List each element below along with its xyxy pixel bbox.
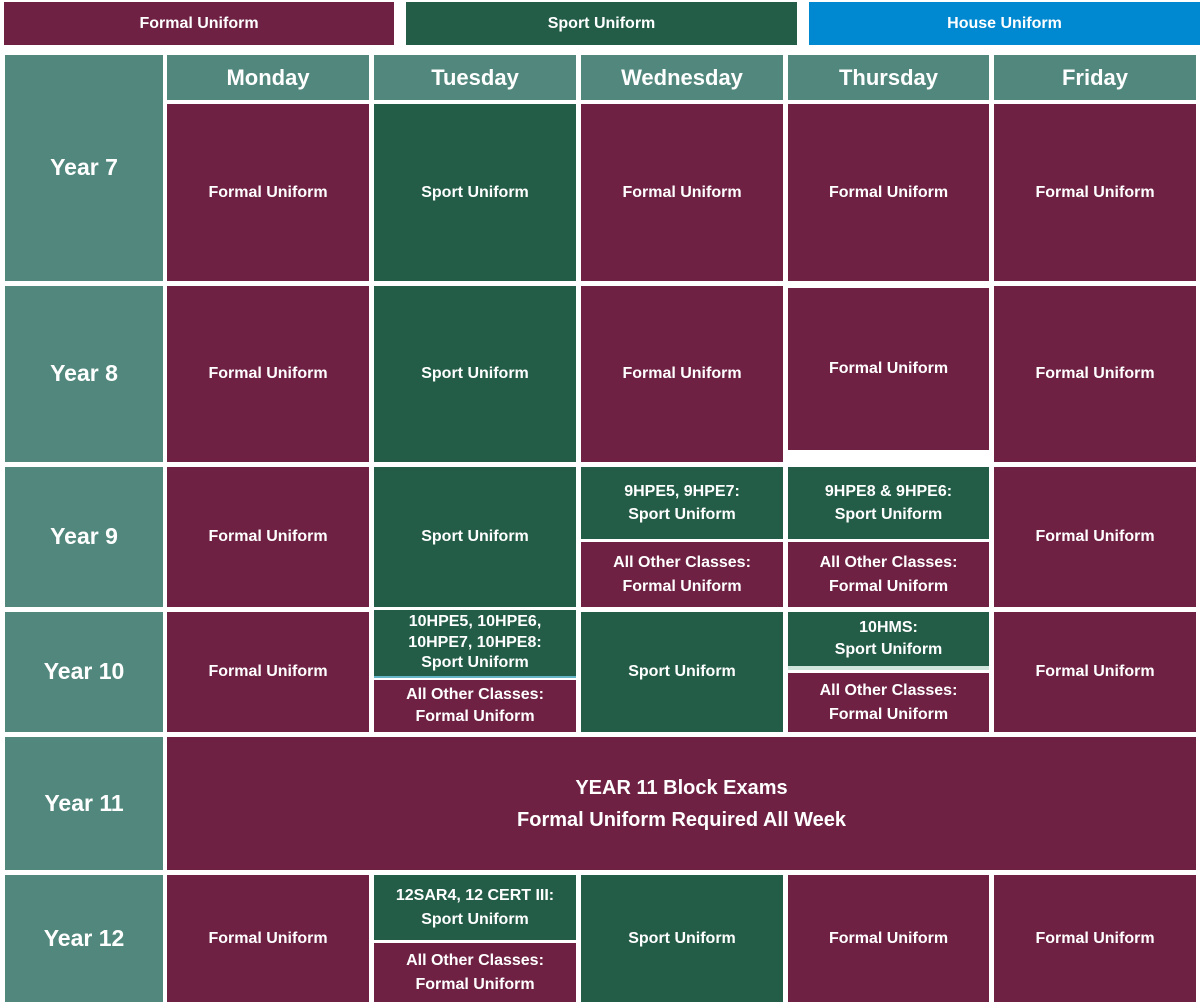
y9-thu-formal-line2: Formal Uniform (828, 577, 949, 595)
header-friday: Friday (994, 55, 1196, 100)
y10-tue-sport-line3: Sport Uniform (421, 654, 529, 672)
y12-tue-sport-line1: 12SAR4, 12 CERT III: (395, 887, 555, 905)
y12-monday-cell: Formal Uniform (167, 875, 369, 1002)
year-label-11: Year 11 (5, 737, 163, 870)
y9-wednesday-formal-cell: All Other Classes: Formal Uniform (581, 542, 783, 607)
y9-wed-formal-line1: All Other Classes: (613, 554, 751, 572)
y10-tue-sport-line1: 10HPE5, 10HPE6, (408, 612, 542, 630)
y10-thu-formal-line1: All Other Classes: (819, 682, 958, 700)
header-thursday: Thursday (788, 55, 989, 100)
y10-tuesday-sport-cell: 10HPE5, 10HPE6, 10HPE7, 10HPE8: Sport Un… (374, 610, 576, 678)
y10-thu-sport-line2: Sport Uniform (834, 641, 943, 658)
y10-tue-sport-line2: 10HPE7, 10HPE8: (408, 633, 542, 651)
y9-wed-sport-line2: Sport Uniform (628, 506, 736, 523)
y10-tue-formal-line2: Formal Uniform (415, 708, 535, 725)
y10-thursday-sport-cell: 10HMS: Sport Uniform (788, 612, 989, 670)
year-label-12: Year 12 (5, 875, 163, 1002)
year-label-9: Year 9 (5, 467, 163, 607)
y10-friday-cell: Formal Uniform (994, 612, 1196, 732)
y7-wednesday-cell: Formal Uniform (581, 104, 783, 281)
y10-thu-sport-line1: 10HMS: (859, 619, 918, 637)
y12-tue-formal-line2: Formal Uniform (415, 975, 535, 993)
header-tuesday: Tuesday (374, 55, 576, 100)
y9-tuesday-cell: Sport Uniform (374, 467, 576, 607)
y12-tuesday-formal-cell: All Other Classes: Formal Uniform (374, 943, 576, 1002)
y10-thu-formal-line2: Formal Uniform (828, 705, 949, 723)
y8-monday-cell: Formal Uniform (167, 286, 369, 462)
y12-thursday-cell: Formal Uniform (788, 875, 989, 1002)
y7-monday-cell: Formal Uniform (167, 104, 369, 281)
y9-thu-sport-line1: 9HPE8 & 9HPE6: (824, 482, 953, 500)
y9-wed-sport-line1: 9HPE5, 9HPE7: (624, 482, 740, 500)
y9-thursday-formal-cell: All Other Classes: Formal Uniform (788, 542, 989, 607)
legend-house-uniform: House Uniform (809, 2, 1200, 45)
y7-friday-cell: Formal Uniform (994, 104, 1196, 281)
legend-formal-uniform: Formal Uniform (4, 2, 394, 45)
y10-thursday-formal-cell: All Other Classes: Formal Uniform (788, 673, 989, 732)
y9-thu-formal-line1: All Other Classes: (819, 554, 958, 572)
y7-thursday-cell: Formal Uniform (788, 104, 989, 281)
y8-tuesday-cell: Sport Uniform (374, 286, 576, 462)
y9-wed-formal-line2: Formal Uniform (622, 577, 742, 595)
y9-monday-cell: Formal Uniform (167, 467, 369, 607)
header-wednesday: Wednesday (581, 55, 783, 100)
y11-block-exams-title: YEAR 11 Block Exams (575, 776, 788, 799)
year-label-8: Year 8 (5, 286, 163, 462)
y8-thursday-cell: Formal Uniform (788, 288, 989, 450)
y11-formal-required-note: Formal Uniform Required All Week (517, 808, 846, 831)
y10-tuesday-formal-cell: All Other Classes: Formal Uniform (374, 680, 576, 732)
y9-friday-cell: Formal Uniform (994, 467, 1196, 607)
year-label-10: Year 10 (5, 612, 163, 732)
y9-thu-sport-line2: Sport Uniform (834, 506, 943, 523)
y9-wednesday-sport-cell: 9HPE5, 9HPE7: Sport Uniform (581, 467, 783, 539)
y7-tuesday-cell: Sport Uniform (374, 104, 576, 281)
y12-friday-cell: Formal Uniform (994, 875, 1196, 1002)
y8-friday-cell: Formal Uniform (994, 286, 1196, 462)
legend-sport-uniform: Sport Uniform (406, 2, 797, 45)
y8-wednesday-cell: Formal Uniform (581, 286, 783, 462)
y10-tue-formal-line1: All Other Classes: (406, 685, 544, 703)
y12-tuesday-sport-cell: 12SAR4, 12 CERT III: Sport Uniform (374, 875, 576, 940)
year-label-7: Year 7 (5, 55, 163, 281)
y9-thursday-sport-cell: 9HPE8 & 9HPE6: Sport Uniform (788, 467, 989, 539)
y12-tue-formal-line1: All Other Classes: (406, 952, 544, 970)
y10-wednesday-cell: Sport Uniform (581, 612, 783, 732)
y11-block-exams-cell: YEAR 11 Block Exams Formal Uniform Requi… (167, 737, 1196, 870)
y12-tue-sport-line2: Sport Uniform (421, 910, 529, 928)
y10-monday-cell: Formal Uniform (167, 612, 369, 732)
header-monday: Monday (167, 55, 369, 100)
y12-wednesday-cell: Sport Uniform (581, 875, 783, 1002)
